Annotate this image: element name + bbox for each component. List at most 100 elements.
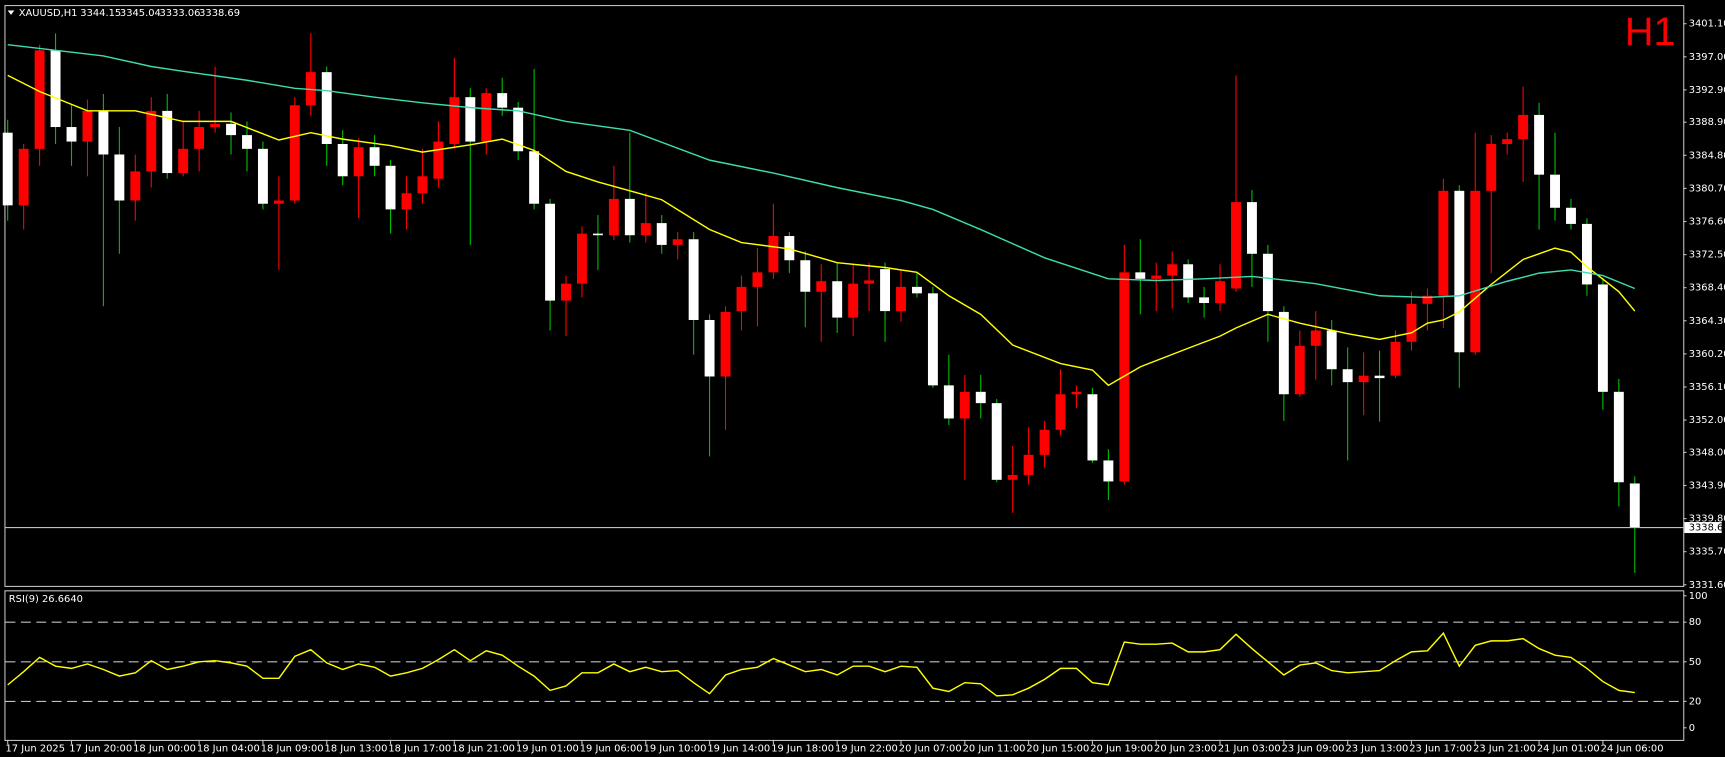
candle-body: [162, 110, 173, 174]
candle-body: [513, 107, 524, 152]
candle-body: [1390, 341, 1401, 376]
y-tick-label: 50: [1689, 657, 1702, 668]
candle-body: [1262, 253, 1273, 312]
y-tick-label: 3372.50: [1689, 250, 1725, 261]
last-open: 3344.15: [80, 8, 121, 19]
candle-body: [1294, 345, 1305, 395]
candle-body: [481, 93, 492, 142]
candle-body: [975, 391, 986, 404]
last-low: 3333.06: [160, 8, 201, 19]
y-tick-label: 100: [1689, 591, 1708, 602]
x-tick-label: 18 Jun 04:00: [197, 744, 260, 755]
candle-body: [943, 385, 954, 419]
candle-body: [1071, 391, 1082, 395]
candle-body: [98, 110, 109, 155]
x-tick-label: 19 Jun 01:00: [516, 744, 579, 755]
moving-average: [7, 44, 1636, 299]
candle-body: [1023, 454, 1034, 475]
candle-body: [321, 72, 332, 144]
candle-body: [1039, 429, 1050, 455]
candle-body: [784, 236, 795, 261]
candle-body: [1215, 281, 1225, 304]
candle-body: [385, 165, 396, 210]
candle-body: [1151, 275, 1162, 279]
current-price-box: [1684, 522, 1722, 534]
x-tick-label: 21 Jun 03:00: [1218, 744, 1281, 755]
y-tick-label: 3368.40: [1689, 283, 1725, 294]
candle-body: [1087, 394, 1098, 461]
x-tick-label: 20 Jun 11:00: [963, 744, 1026, 755]
candle-body: [34, 50, 45, 149]
x-tick-label: 24 Jun 01:00: [1537, 744, 1600, 755]
candle-body: [1183, 264, 1194, 298]
x-tick-label: 17 Jun 2025: [6, 744, 66, 755]
candle-body: [1422, 295, 1433, 304]
x-tick-label: 24 Jun 06:00: [1601, 744, 1664, 755]
y-tick-label: 3348.00: [1689, 447, 1725, 458]
candle-body: [50, 50, 61, 128]
y-tick-label: 3339.80: [1689, 514, 1725, 525]
y-tick-label: 3356.10: [1689, 382, 1725, 393]
candle-body: [1566, 207, 1576, 224]
candle-body: [66, 127, 77, 142]
x-tick-label: 19 Jun 10:00: [644, 744, 707, 755]
candle-body: [130, 171, 141, 201]
candle-body: [226, 123, 236, 136]
candle-body: [912, 286, 922, 294]
y-tick-label: 3343.90: [1689, 480, 1725, 491]
candle-body: [433, 141, 444, 179]
candle-body: [848, 283, 859, 318]
candle-body: [465, 97, 476, 142]
x-tick-label: 18 Jun 09:00: [261, 744, 324, 755]
candle-body: [1550, 174, 1560, 208]
candle-body: [1278, 311, 1289, 395]
y-tick-label: 3388.90: [1689, 117, 1725, 128]
x-tick-label: 19 Jun 22:00: [835, 744, 898, 755]
x-tick-label: 17 Jun 20:00: [69, 744, 132, 755]
candle-body: [1406, 303, 1417, 342]
y-tick-label: 3360.20: [1689, 349, 1725, 360]
candle-body: [1342, 369, 1353, 383]
candle-body: [608, 198, 619, 236]
x-tick-label: 18 Jun 17:00: [388, 744, 451, 755]
last-close: 3338.69: [199, 8, 240, 19]
x-tick-label: 20 Jun 15:00: [1026, 744, 1089, 755]
candle-body: [337, 143, 348, 177]
candle-body: [896, 286, 906, 312]
candle-body: [1629, 483, 1640, 528]
main-panel-frame: [4, 5, 1685, 587]
candle-body: [1597, 284, 1608, 392]
candle-body: [1374, 375, 1385, 379]
candle-body: [656, 223, 667, 245]
candle-body: [688, 239, 699, 320]
candle-body: [959, 391, 970, 419]
candle-body: [864, 280, 875, 284]
candle-body: [561, 283, 571, 301]
candle-body: [1199, 297, 1210, 304]
candle-body: [1326, 330, 1337, 370]
candle-body: [1310, 330, 1321, 346]
x-tick-label: 18 Jun 21:00: [452, 744, 515, 755]
x-tick-label: 20 Jun 07:00: [899, 744, 962, 755]
candle-body: [545, 203, 556, 301]
candle-body: [1007, 474, 1018, 480]
candle-body: [114, 154, 125, 201]
candle-body: [18, 148, 29, 206]
y-tick-label: 80: [1689, 617, 1702, 628]
candle-body: [529, 151, 540, 204]
candle-body: [401, 193, 412, 210]
candle-body: [1135, 272, 1146, 279]
x-tick-label: 23 Jun 17:00: [1409, 744, 1472, 755]
candle-body: [768, 236, 779, 273]
candle-body: [194, 127, 205, 149]
candle-body: [880, 269, 891, 312]
x-tick-label: 20 Jun 23:00: [1154, 744, 1217, 755]
symbol: XAUUSD,H1: [19, 8, 78, 19]
x-tick-label: 19 Jun 06:00: [580, 744, 643, 755]
candle-body: [927, 293, 938, 386]
y-tick-label: 0: [1689, 723, 1695, 734]
candle-body: [1486, 143, 1497, 191]
candle-body: [672, 239, 683, 245]
